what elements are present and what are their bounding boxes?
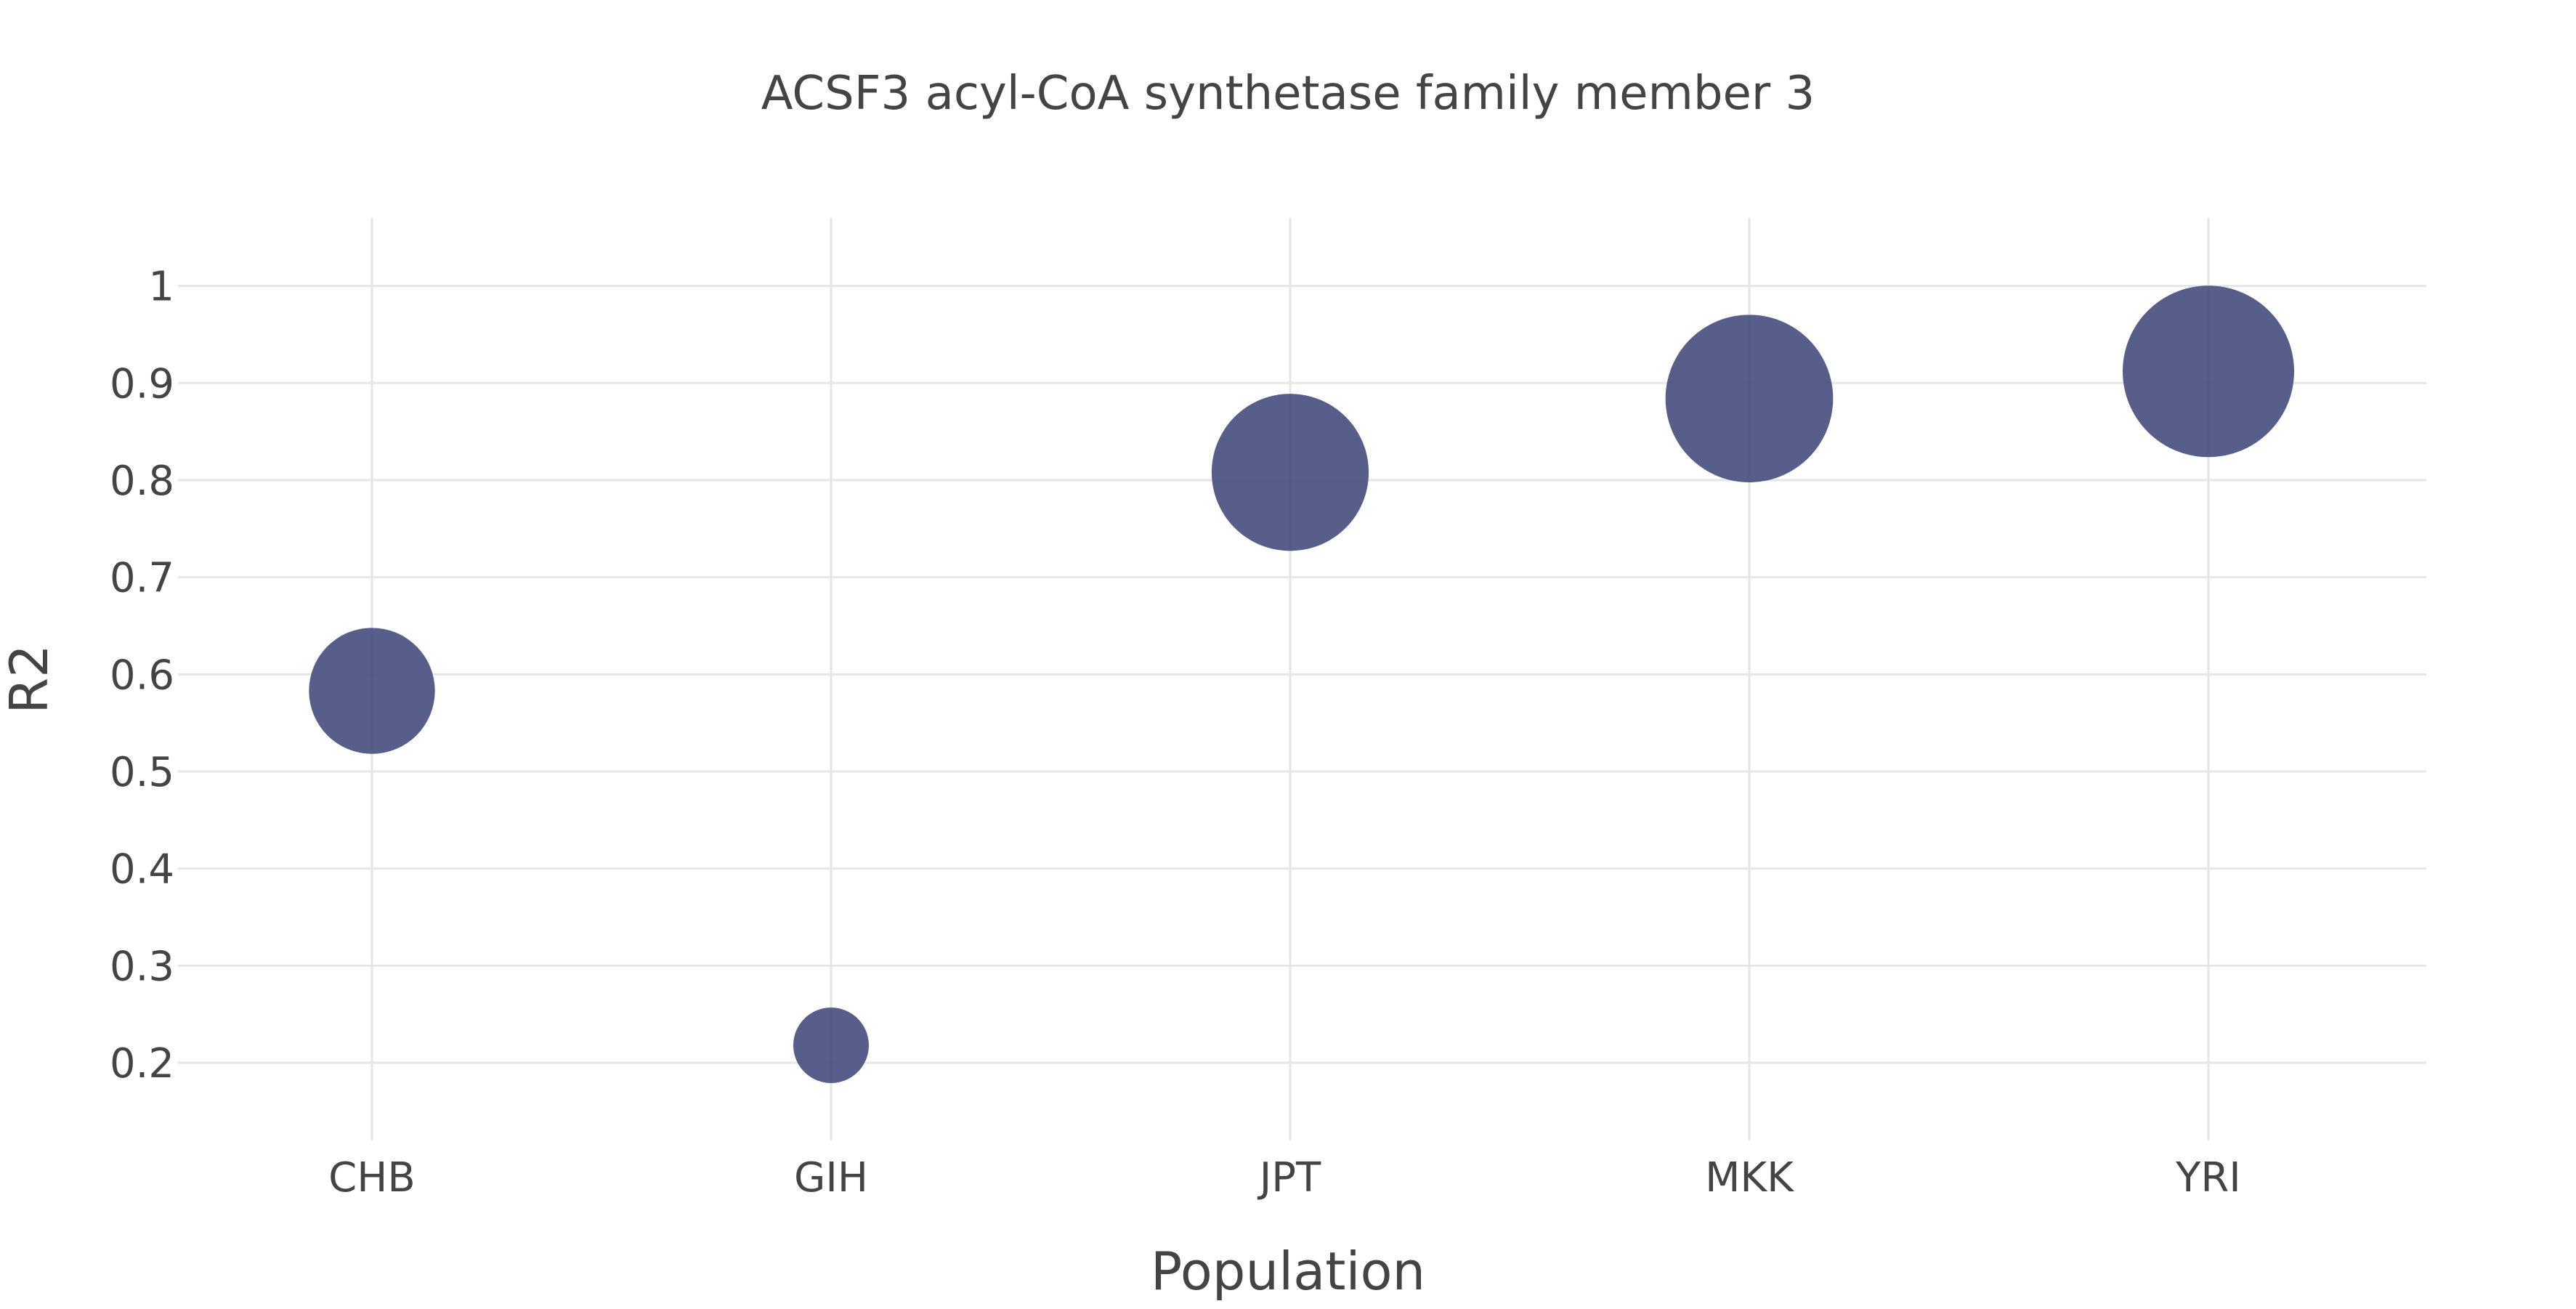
y-axis-title: R2 bbox=[0, 644, 60, 714]
data-point-yri[interactable] bbox=[2123, 285, 2294, 458]
data-point-mkk[interactable] bbox=[1665, 315, 1834, 482]
x-tick-label: YRI bbox=[2175, 1154, 2241, 1201]
data-markers bbox=[309, 285, 2294, 1083]
y-tick-labels: 0.2 0.3 0.4 0.5 0.6 0.7 0.8 0.9 1 bbox=[110, 264, 174, 1087]
chart-title: ACSF3 acyl-CoA synthetase family member … bbox=[761, 67, 1815, 121]
y-tick-label: 0.5 bbox=[110, 749, 174, 796]
y-tick-label: 0.6 bbox=[110, 652, 174, 699]
y-tick-label: 0.7 bbox=[110, 555, 174, 602]
y-tick-label: 0.3 bbox=[110, 943, 174, 990]
y-tick-label: 0.4 bbox=[110, 846, 174, 893]
y-tick-label: 0.8 bbox=[110, 458, 174, 505]
x-tick-label: JPT bbox=[1257, 1154, 1321, 1201]
data-point-jpt[interactable] bbox=[1211, 394, 1369, 551]
x-tick-labels: CHB GIH JPT MKK YRI bbox=[328, 1154, 2241, 1201]
data-point-gih[interactable] bbox=[793, 1007, 869, 1083]
x-axis-title: Population bbox=[1151, 1241, 1425, 1302]
y-tick-label: 0.9 bbox=[110, 360, 174, 408]
y-tick-label: 1 bbox=[148, 264, 174, 311]
x-tick-label: GIH bbox=[794, 1154, 868, 1201]
data-point-chb[interactable] bbox=[309, 628, 435, 754]
y-tick-label: 0.2 bbox=[110, 1040, 174, 1087]
x-tick-label: MKK bbox=[1705, 1154, 1794, 1201]
gridlines bbox=[178, 218, 2426, 1140]
x-tick-label: CHB bbox=[328, 1154, 416, 1201]
